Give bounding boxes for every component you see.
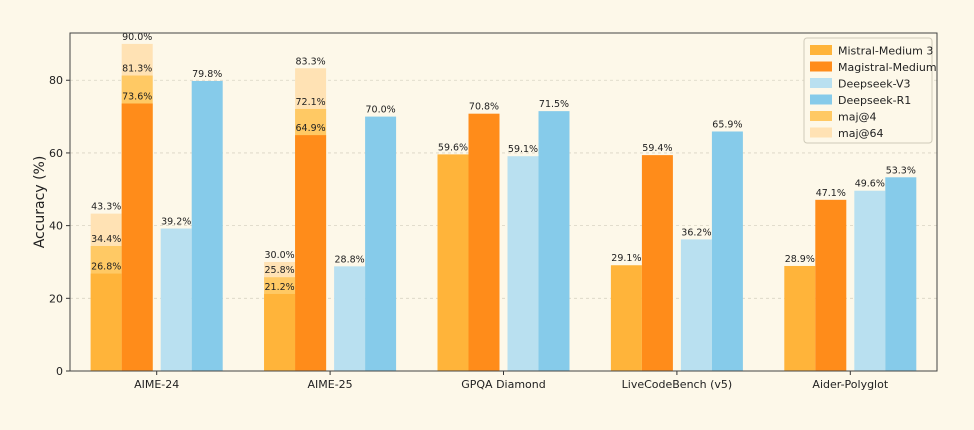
bar-3-2 <box>538 111 570 372</box>
legend-swatch <box>810 61 832 72</box>
bar-3-1 <box>365 116 397 371</box>
legend-swatch <box>810 45 832 55</box>
bar-0-3 <box>610 265 642 371</box>
value-label: 26.8% <box>91 262 121 273</box>
legend-swatch <box>810 78 832 88</box>
value-label: 73.6% <box>122 92 152 103</box>
bar-1-0 <box>121 103 153 371</box>
value-label: 64.9% <box>296 123 326 134</box>
legend-swatch <box>810 111 832 121</box>
bar-2-1 <box>334 266 366 371</box>
bar-1-2 <box>468 113 500 371</box>
bar-0-4 <box>784 265 816 371</box>
value-label: 36.2% <box>681 227 711 238</box>
bar-0-1 <box>264 293 296 371</box>
value-label: 39.2% <box>161 217 191 228</box>
value-label: 59.1% <box>508 144 538 155</box>
bar-1-4 <box>815 199 847 371</box>
value-label-maj64: 83.3% <box>296 56 326 67</box>
bar-3-4 <box>885 177 917 371</box>
legend-swatch <box>810 94 832 105</box>
value-label: 79.8% <box>192 69 222 80</box>
x-tick-label: GPQA Diamond <box>461 378 546 391</box>
bar-2-3 <box>680 239 712 371</box>
bar-2-2 <box>507 156 539 371</box>
value-label: 53.3% <box>886 165 916 176</box>
value-label-maj64: 30.0% <box>265 250 295 261</box>
value-label: 29.1% <box>611 253 641 264</box>
value-label-maj64: 43.3% <box>91 202 121 213</box>
value-label: 21.2% <box>265 282 295 293</box>
legend-label: maj@4 <box>838 111 877 124</box>
value-label-maj4: 81.3% <box>122 64 152 75</box>
value-label-maj4: 25.8% <box>265 265 295 276</box>
value-label-maj64: 90.0% <box>122 32 152 43</box>
value-label: 28.9% <box>785 254 815 265</box>
x-tick-label: AIME-24 <box>134 378 179 391</box>
bar-0-2 <box>437 154 469 371</box>
y-tick-label: 80 <box>49 74 63 87</box>
bar-3-3 <box>711 131 743 371</box>
legend-label: maj@64 <box>838 127 884 140</box>
legend-label: Magistral-Medium <box>838 61 937 74</box>
y-tick-label: 60 <box>49 147 63 160</box>
value-label: 47.1% <box>816 188 846 199</box>
value-label: 28.8% <box>335 254 365 265</box>
value-label-maj4: 34.4% <box>91 234 121 245</box>
axes-frame <box>69 32 938 372</box>
legend-box <box>803 37 933 144</box>
value-label: 70.0% <box>366 105 396 116</box>
bar-0-0 <box>90 273 122 371</box>
y-tick-label: 0 <box>56 365 63 378</box>
value-label: 59.6% <box>438 142 468 153</box>
value-label: 59.4% <box>642 143 672 154</box>
bar-1-3 <box>641 155 673 371</box>
bar-2-4 <box>854 190 886 371</box>
bar-2-0 <box>160 228 192 371</box>
value-label: 70.8% <box>469 102 499 113</box>
bar-3-0 <box>191 80 223 372</box>
legend-label: Deepseek-V3 <box>838 78 910 91</box>
x-tick-label: Aider-Polyglot <box>812 378 888 391</box>
y-tick-label: 20 <box>49 292 63 305</box>
value-label: 71.5% <box>539 99 569 110</box>
y-tick-label: 40 <box>49 220 63 233</box>
y-axis-title: Accuracy (%) <box>32 156 48 249</box>
bar-1-1 <box>295 135 327 371</box>
legend-swatch <box>810 127 832 138</box>
value-label: 65.9% <box>712 119 742 130</box>
value-label: 49.6% <box>855 179 885 190</box>
legend-label: Deepseek-R1 <box>838 94 911 107</box>
x-tick-label: AIME-25 <box>308 378 353 391</box>
value-label-maj4: 72.1% <box>296 97 326 108</box>
legend-label: Mistral-Medium 3 <box>838 45 933 58</box>
x-tick-label: LiveCodeBench (v5) <box>622 378 733 391</box>
